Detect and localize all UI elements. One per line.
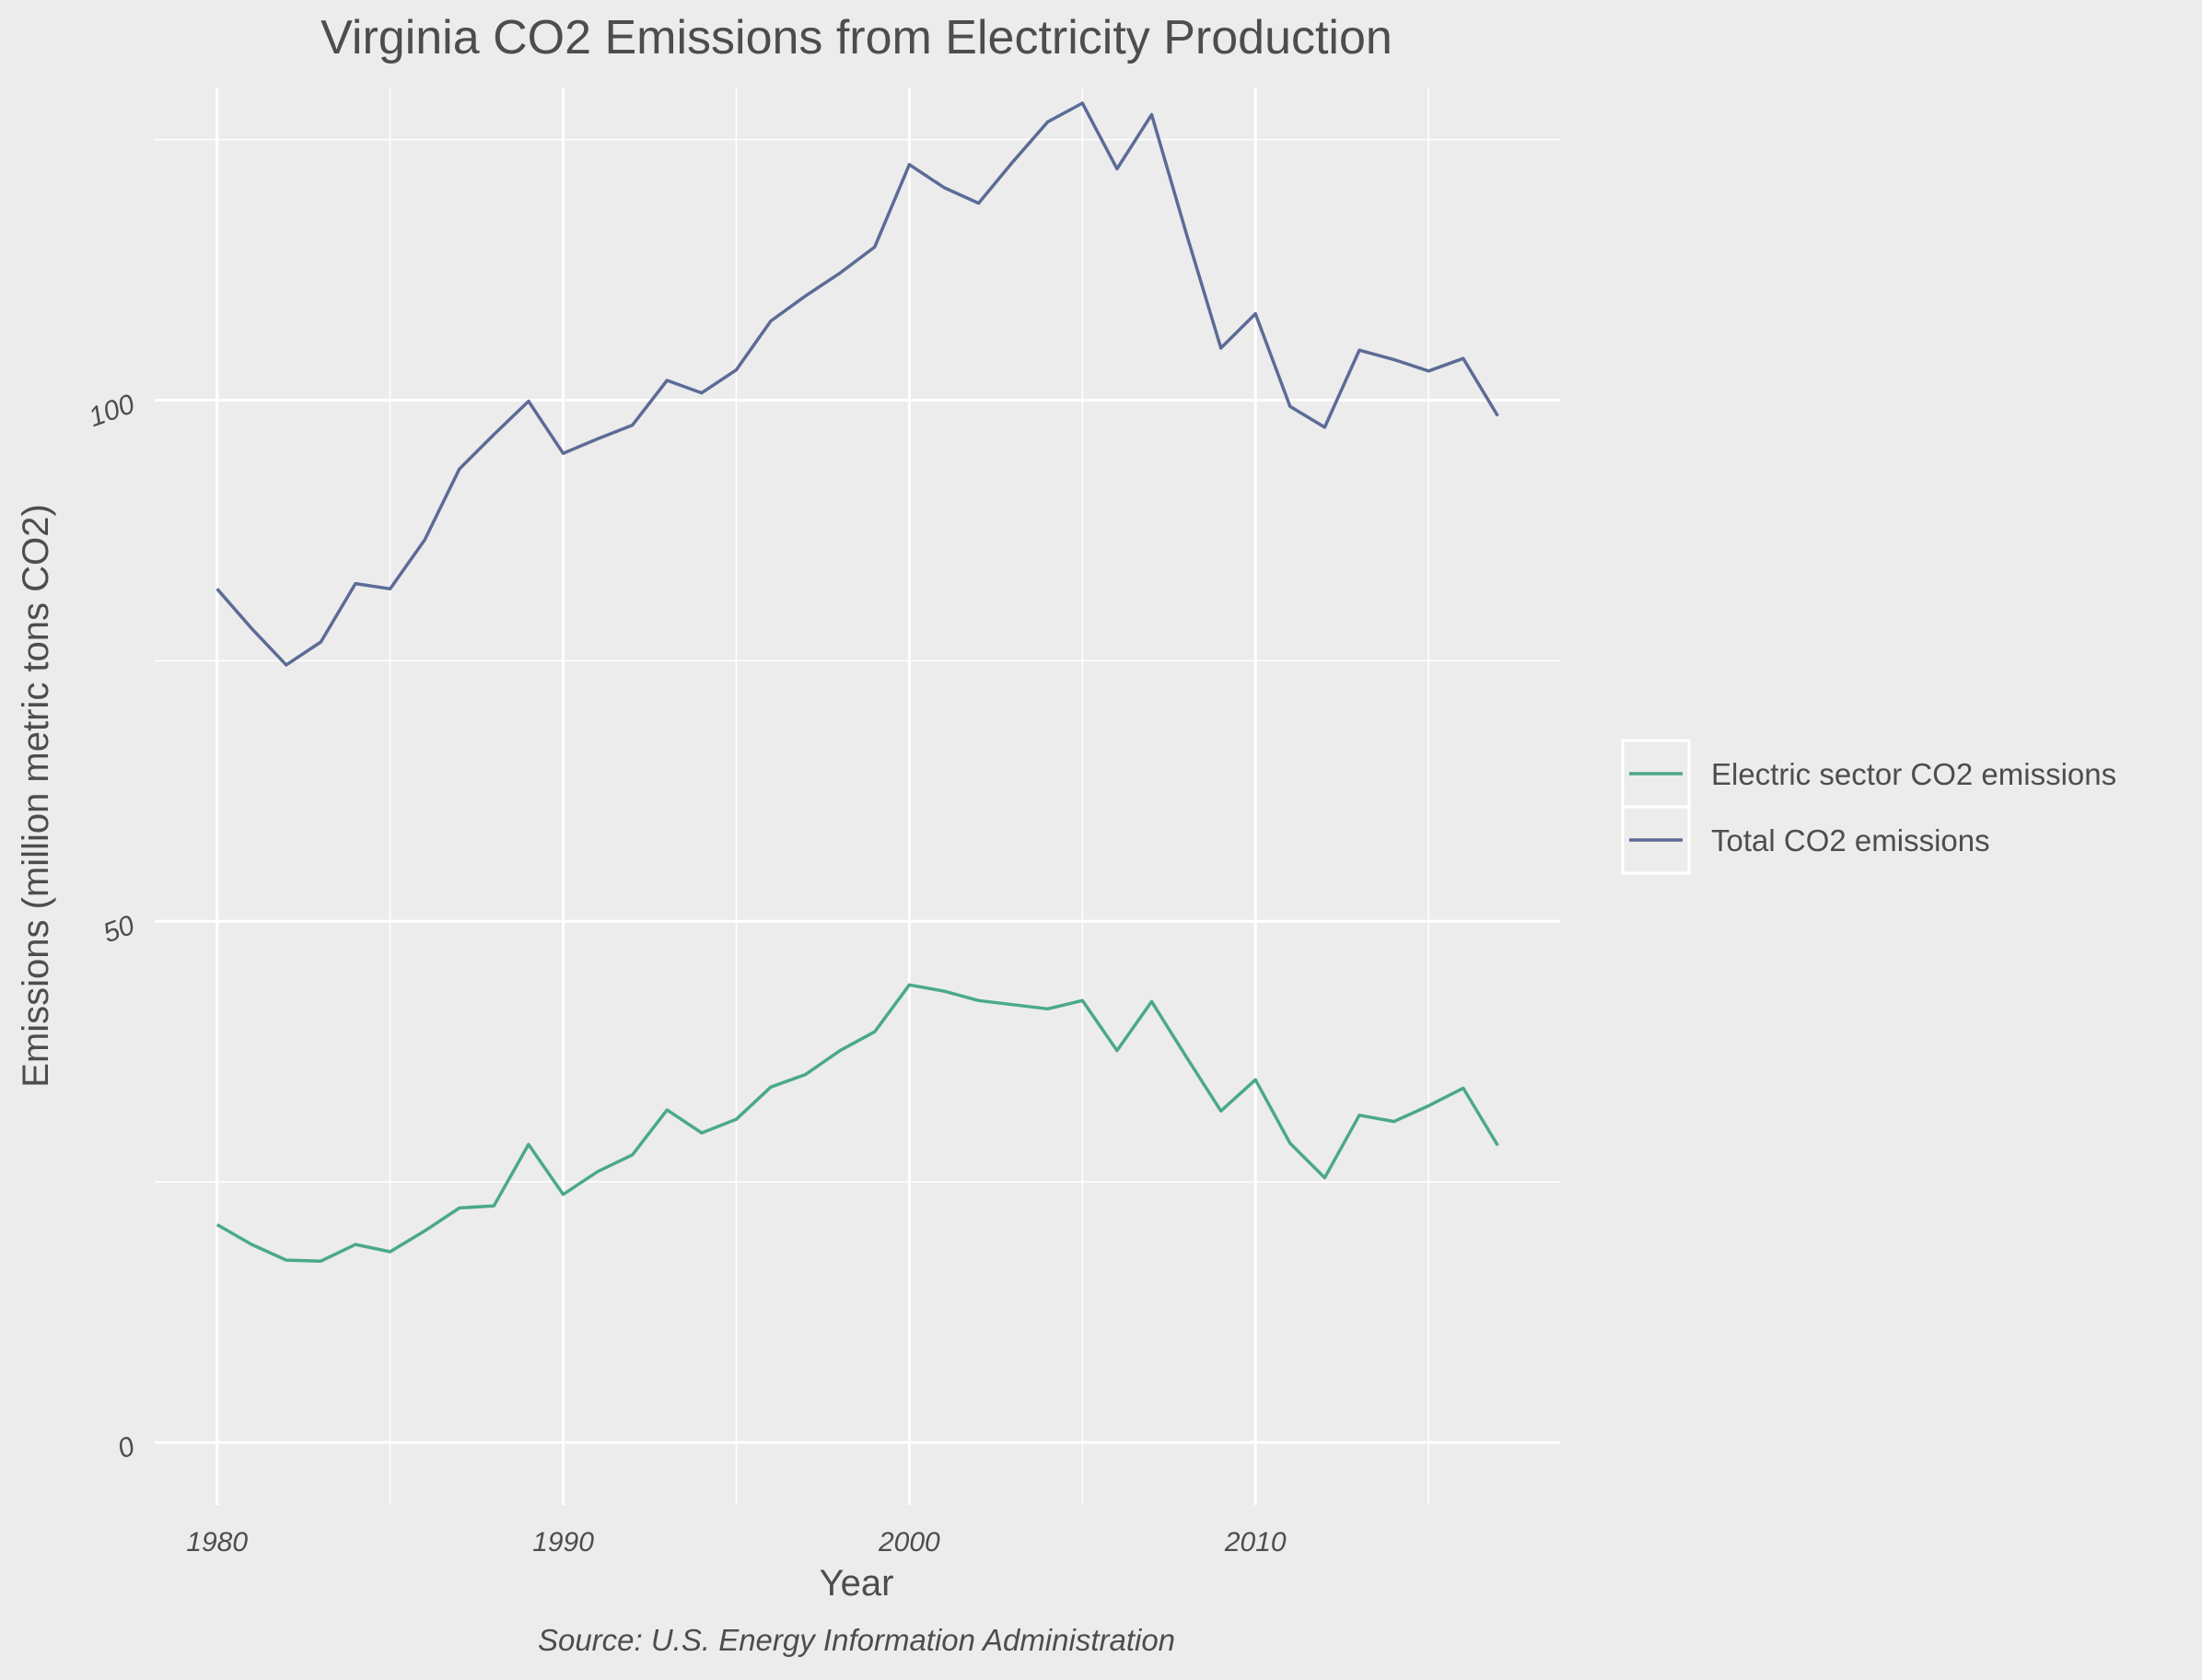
legend-label-2: Total CO2 emissions xyxy=(1711,823,1990,858)
legend-label-1: Electric sector CO2 emissions xyxy=(1711,757,2116,791)
x-tick-label: 1980 xyxy=(186,1527,248,1558)
caption: Source: U.S. Energy Information Administ… xyxy=(538,1623,1175,1657)
y-axis-title: Emissions (million metric tons CO2) xyxy=(16,504,56,1087)
series-lines xyxy=(216,101,1499,1263)
series-line-2 xyxy=(216,101,1499,667)
series-line-1 xyxy=(216,983,1499,1263)
grid-minor xyxy=(155,88,1560,1505)
grid-major xyxy=(155,88,1560,1505)
x-tick-label: 1990 xyxy=(532,1527,594,1558)
x-tick-label: 2010 xyxy=(1224,1527,1287,1558)
x-tick-label: 2000 xyxy=(878,1527,940,1558)
chart-title: Virginia CO2 Emissions from Electricity … xyxy=(320,11,1392,64)
legend: Electric sector CO2 emissions Total CO2 … xyxy=(1621,739,2116,875)
x-tick-labels: 1980 1990 2000 2010 xyxy=(186,1527,1287,1558)
x-axis-title: Year xyxy=(820,1563,894,1604)
